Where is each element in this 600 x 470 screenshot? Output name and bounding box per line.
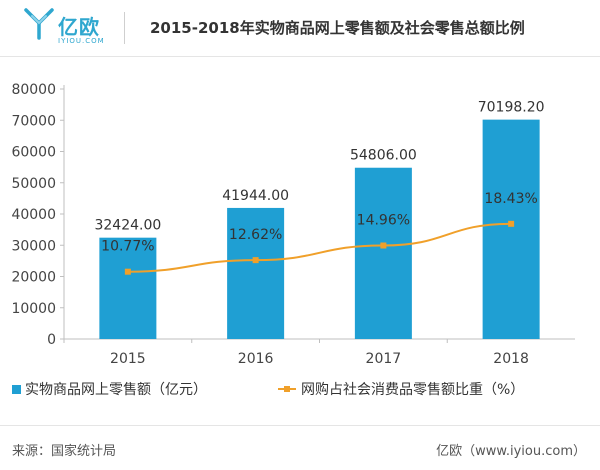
share-point-2017 <box>380 242 387 249</box>
share-value-label: 10.77% <box>101 239 154 255</box>
chart-area: 0 10000 20000 30000 40000 50000 60000 70000 8000… <box>11 82 575 398</box>
footer-source: 来源：国家统计局 <box>12 444 117 459</box>
x-tick-label: 2015 <box>110 351 146 367</box>
header-divider <box>124 12 125 44</box>
header: 亿欧 IYIOU.COM 2015-2018年实物商品网上零售额及社会零售总额比… <box>0 0 600 57</box>
y-tick-label: 60000 <box>11 145 56 161</box>
legend-bar-swatch <box>12 385 21 394</box>
y-tick-label: 10000 <box>11 301 56 317</box>
x-tick-label: 2018 <box>493 351 529 367</box>
x-tick-label: 2016 <box>238 351 274 367</box>
iyiou-logo: 亿欧 IYIOU.COM <box>22 7 112 51</box>
legend-line-label: 网购占社会消费品零售额比重（%） <box>301 382 524 398</box>
share-value-label: 14.96% <box>357 213 410 229</box>
footer: 来源：国家统计局 亿欧（www.iyiou.com） <box>0 425 600 470</box>
y-tick-label: 20000 <box>11 270 56 286</box>
logo-name: 亿欧 <box>58 15 100 39</box>
chart-title: 2015-2018年实物商品网上零售额及社会零售总额比例 <box>150 19 525 37</box>
bar-2015 <box>99 237 157 339</box>
bar-2017 <box>354 167 412 339</box>
iyiou-logo-icon <box>24 8 54 40</box>
y-tick-label: 30000 <box>11 238 56 254</box>
share-point-2015 <box>124 268 131 275</box>
bar-2016 <box>227 207 285 339</box>
footer-brand: 亿欧（www.iyiou.com） <box>436 444 586 459</box>
bar-value-label: 32424.00 <box>94 218 161 234</box>
legend-bar-label: 实物商品网上零售额（亿元） <box>25 382 207 398</box>
bar-value-label: 70198.20 <box>478 100 545 116</box>
y-tick-label: 80000 <box>11 82 56 98</box>
y-tick-label: 50000 <box>11 176 56 192</box>
share-line <box>127 222 512 273</box>
y-tick-label: 40000 <box>11 207 56 223</box>
logo-subtitle: IYIOU.COM <box>58 37 105 45</box>
bar-value-label: 41944.00 <box>222 188 289 204</box>
legend-line-marker <box>284 386 290 392</box>
share-value-label: 18.43% <box>484 191 537 207</box>
bar-value-label: 54806.00 <box>350 148 417 164</box>
bar-2018 <box>482 119 540 339</box>
share-point-2016 <box>252 257 259 264</box>
x-tick-label: 2017 <box>366 351 402 367</box>
share-value-label: 12.62% <box>229 227 282 243</box>
y-tick-label: 0 <box>47 332 56 348</box>
share-point-2018 <box>508 220 515 227</box>
y-tick-label: 70000 <box>11 113 56 129</box>
